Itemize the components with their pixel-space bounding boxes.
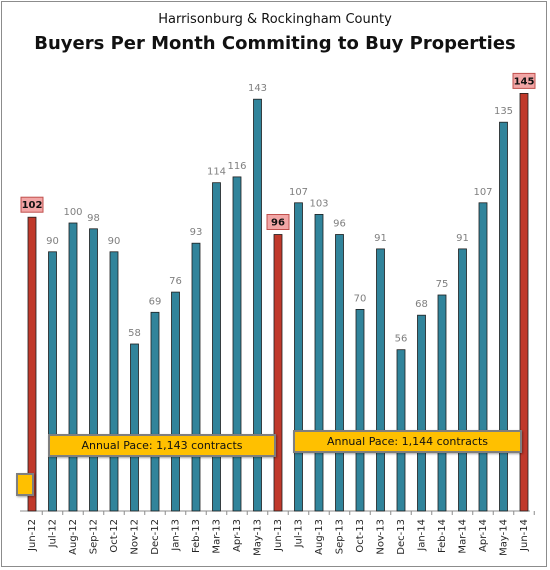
x-tick-label-Aug-13: Aug-13	[314, 519, 325, 555]
value-label-box-Jun-12	[20, 196, 44, 213]
value-label-Jul-13: 107	[289, 187, 308, 198]
bar-Jan-13	[171, 291, 180, 512]
x-tick-label-Nov-13: Nov-13	[376, 519, 387, 555]
x-tick-label-Jun-13: Jun-13	[273, 519, 284, 552]
value-label-Feb-13: 93	[190, 227, 203, 238]
value-label-Jan-13: 76	[169, 276, 182, 287]
x-tick-label-Jul-13: Jul-13	[294, 519, 305, 548]
bar-Jun-12	[27, 216, 37, 512]
bar-Mar-14	[458, 248, 467, 512]
x-tick-label-Jul-12: Jul-12	[48, 519, 59, 548]
value-label-Nov-12: 58	[128, 328, 141, 339]
bar-Mar-13	[212, 182, 221, 512]
value-label-Sep-12: 98	[87, 213, 100, 224]
bar-Sep-12	[89, 228, 98, 512]
value-label-Jul-12: 90	[46, 236, 59, 247]
bar-Jun-14	[519, 93, 529, 512]
x-tick-label-Aug-12: Aug-12	[68, 519, 79, 555]
x-tick-label-Jan-13: Jan-13	[171, 519, 182, 552]
bar-Apr-13	[232, 176, 242, 512]
bar-Jan-14	[417, 314, 426, 512]
x-tick-label-Mar-13: Mar-13	[212, 519, 223, 554]
value-label-Oct-12: 90	[108, 236, 121, 247]
bar-Nov-13	[376, 248, 385, 512]
x-tick-label-Sep-12: Sep-12	[89, 519, 100, 554]
chart-subtitle: Harrisonburg & Rockingham County	[158, 12, 392, 27]
bar-Oct-12	[109, 251, 119, 512]
x-tick-label-May-13: May-13	[253, 519, 264, 556]
bar-Apr-14	[478, 202, 488, 512]
value-label-box-Jun-14	[512, 72, 536, 89]
x-tick-label-Jun-12: Jun-12	[27, 519, 38, 552]
bar-Nov-12	[130, 343, 139, 512]
x-tick-label-Dec-13: Dec-13	[396, 519, 407, 555]
x-tick-label-Oct-12: Oct-12	[109, 519, 120, 553]
x-tick-label-Jan-14: Jan-14	[417, 519, 428, 552]
x-tick-label-Jun-14: Jun-14	[519, 519, 530, 552]
value-label-Aug-12: 100	[63, 207, 82, 218]
value-label-Dec-13: 56	[395, 334, 408, 345]
bar-Aug-13	[314, 213, 324, 512]
value-label-Apr-13: 116	[227, 161, 246, 172]
value-label-Jan-14: 68	[415, 299, 428, 310]
value-label-Mar-13: 114	[207, 167, 226, 178]
value-label-Apr-14: 107	[473, 187, 492, 198]
value-label-Mar-14: 91	[456, 233, 469, 244]
x-tick-label-Sep-13: Sep-13	[335, 519, 346, 554]
x-tick-label-Mar-14: Mar-14	[458, 519, 469, 554]
x-tick-label-Oct-13: Oct-13	[355, 519, 366, 553]
value-label-Dec-12: 69	[149, 296, 162, 307]
value-label-Nov-13: 91	[374, 233, 387, 244]
bar-Jul-13	[294, 202, 303, 512]
value-label-box-Jun-13	[266, 214, 290, 230]
value-label-Aug-13: 103	[309, 198, 328, 209]
bar-Sep-13	[335, 234, 344, 512]
bar-Jul-12	[48, 251, 57, 512]
value-label-Jun-14: 145	[514, 76, 535, 87]
value-label-May-14: 135	[494, 106, 513, 117]
bar-Feb-14	[437, 294, 447, 512]
x-tick-label-Apr-13: Apr-13	[232, 519, 243, 552]
bar-Jun-13	[273, 234, 283, 512]
x-tick-label-May-14: May-14	[499, 519, 510, 556]
value-label-May-13: 143	[248, 83, 267, 94]
annual-pace-badge-1: Annual Pace: 1,143 contracts	[48, 434, 276, 457]
x-tick-label-Feb-14: Feb-14	[437, 519, 448, 553]
x-tick-label-Apr-14: Apr-14	[478, 519, 489, 552]
value-label-Oct-13: 70	[354, 293, 367, 304]
annual-pace-badge-2: Annual Pace: 1,144 contracts	[293, 430, 522, 453]
value-label-Feb-14: 75	[436, 279, 449, 290]
x-tick-label-Feb-13: Feb-13	[191, 519, 202, 553]
bar-Aug-12	[68, 222, 78, 512]
x-tick-label-Dec-12: Dec-12	[150, 519, 161, 555]
bar-Oct-13	[355, 308, 365, 512]
chart-title: Buyers Per Month Commiting to Buy Proper…	[34, 33, 516, 54]
bar-May-14	[499, 121, 508, 512]
bar-Dec-12	[150, 311, 160, 512]
bar-May-13	[253, 98, 262, 512]
value-label-Jun-12: 102	[22, 200, 43, 211]
annual-pace-badge-previous	[16, 473, 34, 496]
value-label-Sep-13: 96	[333, 219, 346, 230]
bar-Feb-13	[191, 242, 201, 512]
value-label-Jun-13: 96	[271, 218, 285, 229]
x-tick-label-Nov-12: Nov-12	[130, 519, 141, 555]
